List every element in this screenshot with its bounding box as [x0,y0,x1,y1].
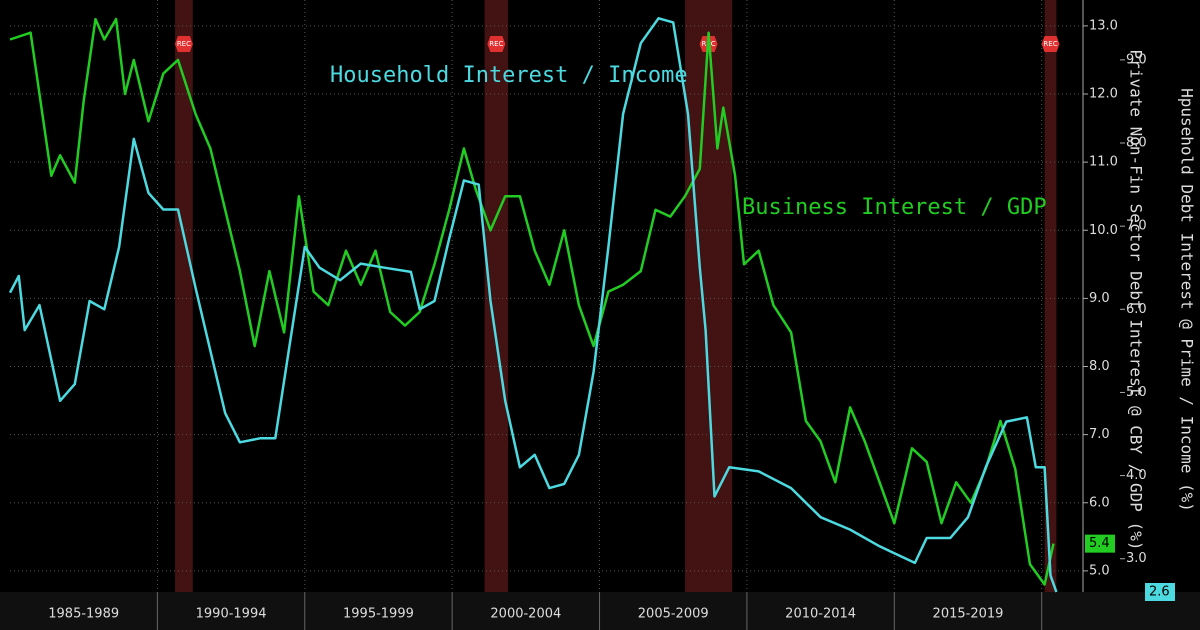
y-tick-label: 6.0 [1089,495,1110,510]
last-value-badge [1145,583,1175,601]
y-tick-label: 11.0 [1089,155,1118,170]
grid [10,0,1080,592]
y-tick-label: 7.0 [1089,427,1110,442]
y2-tick-label: 8.0 [1126,136,1147,151]
y2-tick-label: 5.0 [1126,385,1147,400]
recession-label: REC [489,40,503,48]
recession-label: REC [1043,40,1057,48]
recession-band [1044,0,1057,592]
x-tick-label: 2010-2014 [785,607,856,622]
y-tick-label: 10.0 [1089,223,1118,238]
y2-tick-label: 6.0 [1126,302,1147,317]
x-tick-label: 2015-2019 [933,607,1004,622]
annotation: Household Interest / Income [330,63,688,88]
last-value-badge [1085,534,1115,553]
last-value-label: 5.4 [1089,536,1110,551]
recessions: REC REC REC REC [174,0,1060,592]
series-line [8,17,1058,593]
y-tick-label: 5.0 [1089,563,1110,578]
y-tick-label: 13.0 [1089,18,1118,33]
x-tick-label: 2000-2004 [490,607,561,622]
x-tick-label: 1990-1994 [196,607,267,622]
recession-marker [487,36,506,52]
y2-tick-label: 3.0 [1126,551,1147,566]
recession-label: REC [177,40,191,48]
recession-marker [1041,36,1060,52]
y2-tick-label: 9.0 [1126,52,1147,67]
y-tick-label: 8.0 [1089,359,1110,374]
y-axis-label: Private Non-Fin Sector Debt Interest @ C… [1127,50,1146,551]
annotation: Business Interest / GDP [742,195,1047,220]
y2-tick-label: 7.0 [1126,219,1147,234]
axes: 5.0 6.0 7.0 8.0 9.0 10.0 11.0 12.0 13.0 3.0 4.0 5.0… [48,0,1175,630]
x-tick-label: 1995-1999 [343,607,414,622]
y2-tick-label: 4.0 [1126,468,1147,483]
x-tick-label: 2005-2009 [638,607,709,622]
recession-band [484,0,509,592]
y-tick-label: 12.0 [1089,87,1118,102]
series-line [9,17,1055,586]
y2-axis-label: Hpusehold Debt Interest @ Prime / Income… [1178,88,1197,512]
lines [8,17,1058,593]
x-tick-label: 1985-1989 [48,607,119,622]
recession-band [175,0,193,592]
last-value-label: 2.6 [1149,585,1170,600]
y-tick-label: 9.0 [1089,291,1110,306]
recession-band [685,0,733,592]
recession-marker [174,36,193,52]
